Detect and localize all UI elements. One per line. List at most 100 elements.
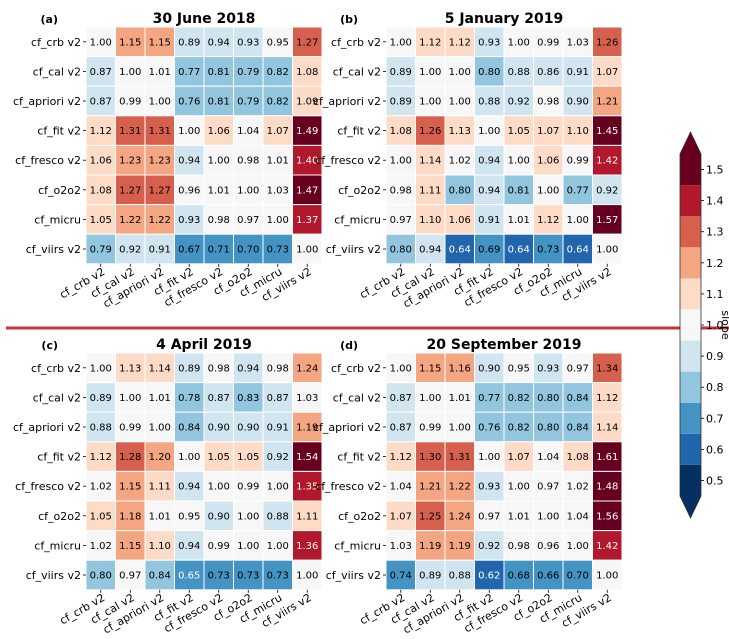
cell-value: 0.80 — [537, 423, 559, 434]
cell-value: 0.95 — [508, 363, 530, 374]
cell-value: 0.92 — [119, 245, 141, 256]
row-label: cf_fit v2 — [337, 451, 381, 464]
cell-value: 0.94 — [178, 482, 200, 493]
row-label: cf_crb v2 — [331, 362, 381, 375]
cell-value: 1.06 — [90, 156, 112, 167]
colorbar-extend-top — [680, 132, 701, 154]
cell-value: 0.98 — [390, 185, 412, 196]
row-label: cf_fit v2 — [37, 451, 81, 464]
colorbar-tick-label: 0.9 — [706, 350, 724, 363]
row-label: cf_micru — [334, 539, 381, 552]
heatmap-cell — [292, 233, 323, 265]
row-label: cf_cal v2 — [333, 391, 381, 404]
cell-value: 0.82 — [267, 97, 289, 108]
cell-value: 1.00 — [478, 452, 500, 463]
heatmap-panel: 30 June 2018 (a) 1.00 1.15 1.15 0.89 0.94 0.93 0… — [13, 11, 323, 310]
cell-value: 0.67 — [178, 245, 200, 256]
heatmap-cell — [533, 500, 564, 532]
cell-value: 0.89 — [90, 393, 112, 404]
row-label: cf_o2o2 — [338, 510, 381, 523]
cell-value: 1.15 — [419, 363, 441, 374]
heatmap-cell — [533, 204, 564, 235]
cell-value: 1.04 — [237, 126, 259, 137]
cell-value: 0.93 — [478, 37, 500, 48]
heatmap-cell — [115, 144, 146, 176]
row-label: cf_micru — [34, 539, 81, 552]
cell-value: 0.91 — [267, 423, 289, 434]
heatmap-cell — [292, 530, 323, 561]
row-label: cf_fresco v2 — [315, 154, 381, 167]
cell-value: 1.19 — [449, 541, 471, 552]
cell-value: 1.13 — [119, 363, 141, 374]
heatmap-cell — [115, 204, 146, 235]
row-label: cf_fresco v2 — [315, 480, 381, 493]
row-label: cf_viirs v2 — [326, 243, 381, 256]
cell-value: 1.00 — [119, 67, 141, 78]
heatmap-cell — [415, 233, 446, 265]
cell-value: 1.07 — [508, 452, 530, 463]
heatmap-cell — [444, 441, 475, 472]
cell-value: 1.03 — [296, 393, 318, 404]
cell-value: 0.99 — [537, 37, 559, 48]
cell-value: 0.87 — [90, 67, 112, 78]
heatmap-cell — [292, 56, 323, 87]
cell-value: 0.99 — [208, 541, 230, 552]
cell-value: 1.15 — [119, 482, 141, 493]
cell-value: 1.14 — [596, 423, 618, 434]
panel-title: 30 June 2018 — [153, 11, 256, 27]
colorbar-outline — [679, 131, 702, 519]
cell-value: 0.83 — [237, 393, 259, 404]
heatmap-cell — [562, 352, 593, 384]
heatmap-cell — [85, 411, 116, 443]
cell-value: 1.12 — [419, 37, 441, 48]
cell-value: 1.03 — [390, 541, 412, 552]
cell-value: 1.42 — [596, 156, 618, 167]
cell-value: 0.99 — [119, 97, 141, 108]
cell-value: 1.16 — [449, 363, 471, 374]
cell-value: 1.12 — [90, 126, 112, 137]
heatmap-cell — [174, 352, 205, 384]
heatmap-cell — [262, 85, 293, 117]
heatmap-cell — [174, 382, 205, 413]
cell-value: 0.98 — [208, 215, 230, 226]
heatmap-cell — [115, 352, 146, 384]
cell-value: 1.56 — [596, 511, 618, 522]
cell-value: 0.95 — [267, 37, 289, 48]
cell-value: 1.00 — [567, 215, 589, 226]
heatmap-cell — [474, 56, 505, 87]
heatmap-cell — [203, 441, 234, 472]
cell-value: 1.21 — [419, 482, 441, 493]
cell-value: 0.98 — [537, 97, 559, 108]
colorbar-tick-label: 1.4 — [706, 195, 724, 208]
cell-value: 0.97 — [478, 511, 500, 522]
heatmap-cell — [115, 530, 146, 561]
cell-value: 0.77 — [178, 67, 200, 78]
row-label: cf_crb v2 — [331, 36, 381, 49]
cell-value: 0.68 — [508, 571, 530, 582]
cell-value: 1.54 — [296, 452, 318, 463]
cell-value: 1.19 — [296, 423, 318, 434]
cell-value: 1.00 — [149, 423, 171, 434]
heatmap-cell — [592, 441, 623, 472]
heatmap-cell — [474, 26, 505, 58]
heatmap-cell — [262, 204, 293, 235]
heatmap-cell — [203, 85, 234, 117]
cell-value: 1.15 — [119, 541, 141, 552]
panel-title: 20 September 2019 — [427, 337, 582, 353]
cell-value: 0.92 — [478, 541, 500, 552]
heatmap-cell — [415, 441, 446, 472]
heatmap-cell — [533, 470, 564, 502]
row-label: cf_fresco v2 — [15, 480, 81, 493]
cell-value: 1.00 — [449, 67, 471, 78]
cell-value: 0.90 — [237, 423, 259, 434]
heatmap-cell — [203, 470, 234, 502]
colorbar-bin — [680, 185, 701, 217]
row-label: cf_o2o2 — [338, 184, 381, 197]
cell-value: 0.65 — [178, 571, 200, 582]
cell-value: 1.03 — [267, 185, 289, 196]
cell-value: 1.12 — [390, 452, 412, 463]
cell-value: 0.80 — [90, 571, 112, 582]
cell-value: 0.84 — [567, 393, 589, 404]
cell-value: 1.01 — [508, 215, 530, 226]
cell-value: 1.49 — [296, 126, 318, 137]
